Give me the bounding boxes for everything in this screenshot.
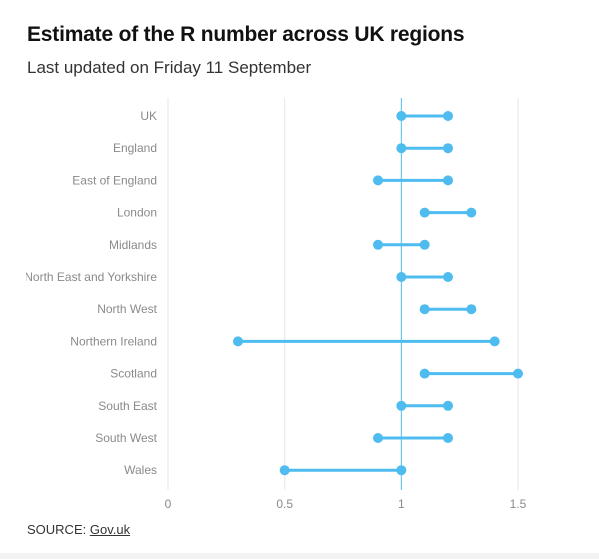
category-label: Northern Ireland xyxy=(70,334,157,348)
category-label: London xyxy=(117,206,157,220)
source-note: SOURCE: Gov.uk xyxy=(27,522,130,537)
low-point xyxy=(419,304,430,315)
low-point xyxy=(419,207,430,218)
low-point xyxy=(396,272,407,282)
category-label: Wales xyxy=(124,463,157,477)
high-point xyxy=(396,465,407,476)
row-labels: UK England East of England London Midlands No… xyxy=(24,109,158,477)
high-point xyxy=(443,143,453,154)
chart-title: Estimate of the R number across UK regio… xyxy=(27,23,465,46)
high-point xyxy=(443,175,453,186)
high-point xyxy=(466,207,477,218)
chart-subtitle: Last updated on Friday 11 September xyxy=(27,58,312,77)
x-tick-label: 0.5 xyxy=(276,497,293,511)
high-point xyxy=(513,368,523,379)
low-point xyxy=(373,239,383,250)
high-point xyxy=(443,111,453,121)
high-point xyxy=(419,239,430,250)
high-point xyxy=(489,336,500,347)
high-point xyxy=(443,400,453,411)
category-label: Scotland xyxy=(110,367,157,381)
category-label: UK xyxy=(140,109,157,123)
low-point xyxy=(279,465,290,476)
low-point xyxy=(233,336,243,347)
low-point xyxy=(373,433,383,443)
category-label: England xyxy=(113,141,157,155)
low-point xyxy=(396,400,407,411)
category-label: North West xyxy=(97,302,157,316)
high-point xyxy=(466,304,477,315)
high-point xyxy=(443,272,453,282)
low-point xyxy=(373,175,383,186)
bottom-divider xyxy=(0,553,599,559)
category-label: South West xyxy=(95,431,157,445)
category-label: Midlands xyxy=(109,238,157,252)
low-point xyxy=(419,368,430,379)
source-label: SOURCE: xyxy=(27,522,87,537)
x-tick-label: 1.5 xyxy=(510,497,527,511)
category-label: East of England xyxy=(72,173,157,187)
high-point xyxy=(443,433,453,443)
low-point xyxy=(396,143,407,154)
x-tick-label: 0 xyxy=(165,497,172,511)
source-link[interactable]: Gov.uk xyxy=(89,522,131,537)
x-tick-label: 1 xyxy=(398,497,405,511)
category-label: South East xyxy=(98,399,157,413)
category-label: North East and Yorkshire xyxy=(24,270,157,284)
dumbbell-chart: 0 0.5 1 1.5 UK England East of England London Mi… xyxy=(24,98,527,511)
low-point xyxy=(396,111,407,121)
